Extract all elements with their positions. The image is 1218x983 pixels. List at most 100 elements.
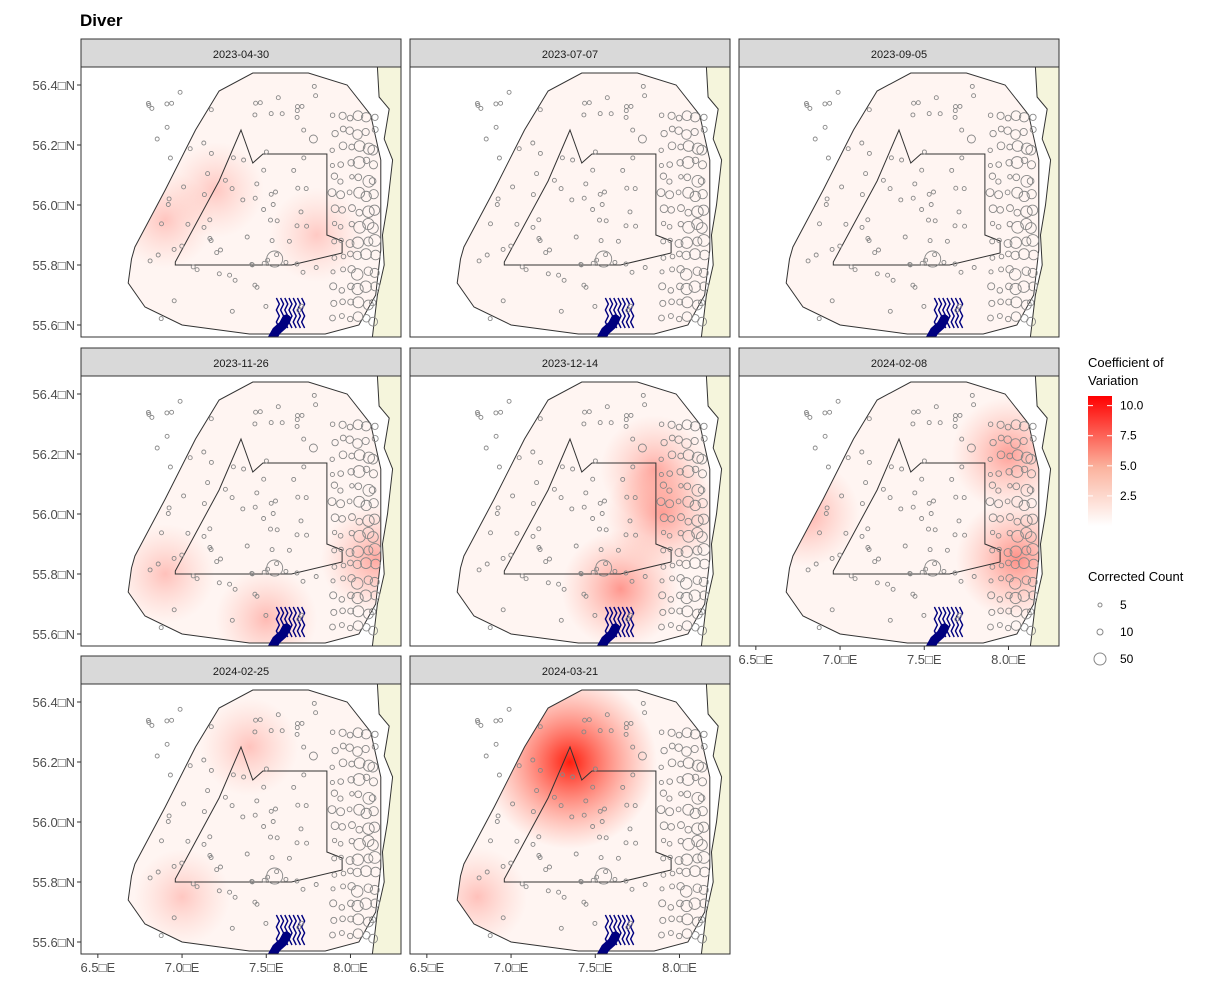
survey-point [989, 438, 997, 447]
survey-point [957, 303, 962, 309]
survey-point [166, 505, 172, 511]
export-cable [925, 623, 949, 646]
survey-point [907, 570, 913, 576]
survey-point [595, 559, 613, 577]
survey-point [155, 869, 161, 875]
survey-point [985, 188, 995, 197]
survey-point [498, 717, 504, 723]
survey-point [534, 788, 540, 794]
survey-point [816, 625, 822, 631]
survey-point [296, 616, 302, 622]
survey-point [1020, 526, 1033, 540]
survey-point [590, 824, 596, 829]
survey-point [207, 236, 213, 241]
survey-point [921, 149, 927, 155]
survey-point [308, 751, 318, 761]
survey-point [667, 546, 673, 553]
wind-farm-boundary [174, 745, 343, 883]
survey-point [642, 882, 648, 887]
survey-point [347, 591, 355, 600]
survey-point [371, 743, 379, 751]
survey-point [291, 784, 297, 790]
survey-point [300, 578, 306, 584]
survey-point [825, 464, 831, 470]
survey-point [994, 499, 1004, 509]
survey-point [500, 298, 506, 304]
survey-point [1012, 482, 1021, 491]
fill-legend-ticks: 10.0 7.5 5.0 2.5 [1088, 399, 1144, 503]
survey-point [1027, 267, 1038, 278]
survey-point [370, 281, 380, 292]
survey-point [658, 623, 665, 631]
survey-point [1010, 438, 1021, 449]
survey-point [1004, 423, 1012, 431]
survey-point [530, 809, 536, 815]
survey-point [899, 466, 905, 472]
survey-point [692, 236, 703, 247]
survey-point [500, 863, 506, 869]
survey-point [822, 101, 828, 107]
survey-point [689, 248, 701, 260]
survey-point [352, 110, 364, 121]
survey-point [987, 471, 993, 478]
survey-point [603, 869, 609, 875]
survey-point [561, 586, 567, 592]
survey-point [483, 445, 489, 451]
survey-point [268, 191, 274, 197]
survey-point [201, 192, 207, 198]
survey-point [496, 155, 502, 161]
survey-point [602, 806, 607, 812]
survey-point [352, 727, 364, 738]
survey-boundary [127, 381, 382, 644]
survey-point [495, 505, 501, 511]
survey-point [598, 547, 604, 553]
survey-point [667, 313, 674, 319]
survey-point [340, 562, 347, 569]
survey-point [876, 247, 881, 253]
survey-point [700, 113, 708, 121]
survey-point [345, 435, 354, 444]
survey-point [537, 459, 543, 465]
survey-point [331, 746, 339, 755]
wind-farm-boundary [174, 128, 343, 266]
survey-point [962, 532, 968, 538]
survey-point [249, 261, 255, 267]
survey-point [340, 266, 347, 273]
survey-point [865, 236, 871, 241]
survey-point [1029, 435, 1037, 443]
survey-point [294, 878, 300, 884]
survey-point [630, 744, 636, 750]
survey-point [362, 465, 371, 474]
survey-point [682, 449, 695, 461]
survey-point [919, 260, 925, 266]
survey-point [987, 314, 994, 322]
survey-point [331, 837, 338, 844]
survey-point [656, 188, 666, 197]
survey-point [159, 838, 164, 844]
facet-strip-label: 2024-02-25 [213, 666, 269, 678]
survey-point [676, 298, 684, 306]
survey-point [274, 561, 280, 567]
survey-point [329, 282, 338, 291]
survey-point [813, 252, 819, 258]
survey-point [337, 161, 344, 168]
survey-point [583, 284, 589, 290]
survey-point [274, 527, 280, 533]
survey-point [352, 867, 362, 878]
x-tick-label: 7.5□E [249, 960, 284, 975]
survey-point [338, 904, 346, 911]
survey-point [603, 561, 609, 567]
survey-point [222, 177, 228, 183]
survey-point [953, 413, 958, 419]
x-tick-label: 6.5□E [739, 652, 774, 667]
survey-point [623, 532, 629, 538]
survey-point [214, 867, 220, 873]
survey-point [194, 267, 200, 273]
survey-point [689, 807, 701, 820]
survey-point [359, 589, 372, 602]
survey-point [1010, 296, 1023, 309]
survey-point [599, 819, 605, 824]
survey-point [559, 464, 565, 470]
survey-point [679, 577, 693, 590]
survey-point [1009, 282, 1022, 296]
